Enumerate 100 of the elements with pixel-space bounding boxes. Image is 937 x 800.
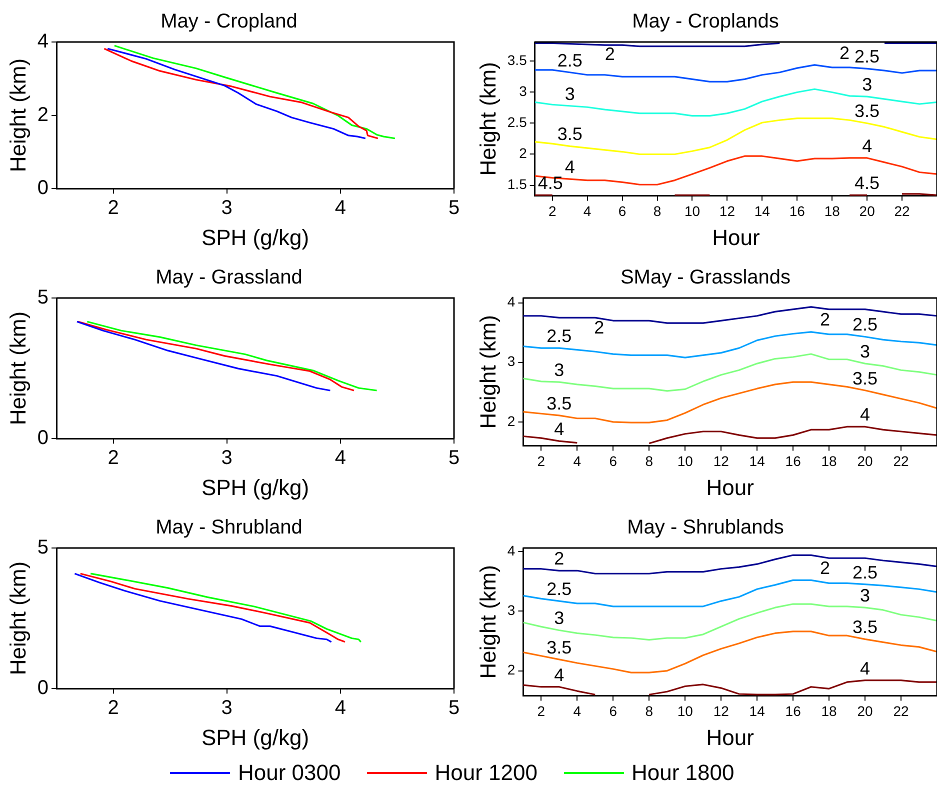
x-axis-title: Hour bbox=[712, 224, 760, 250]
x-tick-label: 10 bbox=[677, 453, 694, 470]
x-tick-label: 2 bbox=[548, 203, 556, 220]
text: 3 bbox=[860, 586, 870, 606]
legend-label: Hour 1800 bbox=[632, 760, 734, 786]
x-tick-label: 14 bbox=[749, 703, 766, 720]
x-tick-label: 10 bbox=[684, 203, 700, 220]
x-tick-label: 2 bbox=[108, 447, 119, 470]
series-label: 2 bbox=[604, 44, 615, 64]
x-tick-label: 6 bbox=[609, 453, 618, 470]
y-axis-title: Height (km) bbox=[475, 315, 500, 429]
text: 3.5 bbox=[546, 637, 572, 658]
text: 4 bbox=[860, 404, 870, 425]
series-label: 4 bbox=[554, 664, 564, 685]
y-axis-title: Height (km) bbox=[5, 58, 30, 172]
series-label: 2.5 bbox=[852, 314, 878, 335]
x-tick-label: 20 bbox=[857, 453, 874, 470]
series-label: 3.5 bbox=[854, 101, 880, 122]
text: 2 bbox=[554, 548, 564, 569]
y-axis-title: Height (km) bbox=[5, 311, 30, 426]
chart-title: May - Croplands bbox=[632, 10, 779, 33]
x-axis-title: SPH (g/kg) bbox=[201, 724, 310, 750]
y-tick-label: 2 bbox=[37, 104, 49, 126]
y-tick-label: 2 bbox=[507, 412, 516, 429]
x-tick-label: 6 bbox=[609, 703, 618, 720]
x-tick-label: 2 bbox=[537, 453, 546, 470]
x-tick-label: 4 bbox=[573, 703, 582, 720]
y-tick-label: 3 bbox=[519, 83, 528, 100]
y-tick-label: 2.5 bbox=[507, 114, 528, 130]
x-tick-label: 12 bbox=[713, 453, 730, 470]
x-tick-label: 8 bbox=[645, 453, 654, 470]
x-tick-label: 8 bbox=[653, 203, 662, 220]
series-label: 3 bbox=[860, 342, 870, 362]
x-tick-label: 3 bbox=[221, 447, 232, 470]
y-tick-label: 4 bbox=[507, 542, 516, 558]
series-label: 4.5 bbox=[538, 173, 563, 194]
x-tick-label: 22 bbox=[893, 453, 910, 470]
x-axis-title: SPH (g/kg) bbox=[201, 474, 310, 500]
text: 4.5 bbox=[854, 173, 880, 194]
x-tick-label: 4 bbox=[334, 447, 346, 470]
y-tick-label: 0 bbox=[37, 677, 49, 700]
y-tick-label: 2 bbox=[519, 145, 528, 162]
x-tick-label: 4 bbox=[334, 197, 346, 220]
x-tick-label: 4 bbox=[583, 203, 592, 220]
chart-title: May - Cropland bbox=[160, 10, 298, 33]
x-tick-label: 2 bbox=[108, 697, 119, 720]
x-tick-label: 20 bbox=[859, 203, 876, 220]
chart-title: May - Grassland bbox=[156, 266, 302, 289]
y-axis-title: Height (km) bbox=[475, 565, 500, 679]
x-tick-label: 8 bbox=[645, 703, 654, 720]
text: 4 bbox=[862, 136, 872, 156]
chart-title: May - Shrubland bbox=[156, 516, 302, 539]
x-tick-label: 3 bbox=[221, 697, 232, 720]
x-tick-label: 5 bbox=[448, 447, 460, 470]
y-tick-label: 3.5 bbox=[507, 52, 528, 68]
series-label: 4 bbox=[554, 419, 564, 439]
x-tick-label: 12 bbox=[713, 703, 730, 720]
text: 4 bbox=[860, 658, 870, 678]
legend-label: Hour 0300 bbox=[238, 760, 341, 786]
x-tick-label: 14 bbox=[754, 203, 770, 220]
text: 2.5 bbox=[852, 562, 878, 582]
x-tick-label: 16 bbox=[785, 703, 802, 720]
series-label: 3 bbox=[564, 84, 575, 104]
y-tick-label: 3 bbox=[507, 353, 516, 370]
x-tick-label: 5 bbox=[448, 697, 460, 720]
text: 3 bbox=[862, 74, 872, 95]
legend-label: Hour 1200 bbox=[434, 760, 538, 786]
series-label: 2.5 bbox=[546, 579, 572, 600]
text: 2.5 bbox=[854, 46, 880, 67]
y-tick-label: 4 bbox=[37, 30, 49, 53]
text: 3.5 bbox=[557, 124, 582, 144]
x-tick-label: 2 bbox=[108, 197, 119, 220]
y-tick-label: 5 bbox=[37, 536, 49, 559]
y-tick-label: 5 bbox=[37, 286, 49, 309]
y-tick-label: 4 bbox=[507, 294, 516, 310]
y-tick-label: 0 bbox=[37, 177, 49, 200]
x-tick-label: 22 bbox=[893, 703, 910, 720]
x-tick-label: 18 bbox=[824, 203, 840, 220]
text: 3 bbox=[554, 360, 564, 380]
x-tick-label: 10 bbox=[677, 703, 694, 720]
text: 2.5 bbox=[546, 326, 572, 346]
x-axis-title: Hour bbox=[706, 474, 754, 500]
y-axis-title: Height (km) bbox=[5, 561, 30, 676]
x-tick-label: 22 bbox=[894, 203, 910, 220]
series-label: 3.5 bbox=[852, 617, 878, 638]
x-tick-label: 16 bbox=[785, 453, 802, 470]
x-tick-label: 16 bbox=[789, 203, 806, 220]
chart-title: SMay - Grasslands bbox=[620, 266, 791, 289]
text: 3.5 bbox=[546, 393, 572, 414]
x-tick-label: 2 bbox=[537, 703, 546, 720]
text: 2 bbox=[820, 309, 830, 330]
y-axis-title: Height (km) bbox=[475, 62, 500, 176]
y-tick-label: 3 bbox=[507, 602, 516, 618]
x-tick-label: 18 bbox=[821, 453, 838, 470]
x-tick-label: 4 bbox=[573, 453, 582, 470]
series-label: 2 bbox=[594, 318, 604, 338]
x-axis-title: SPH (g/kg) bbox=[201, 224, 310, 250]
x-tick-label: 12 bbox=[719, 203, 736, 220]
x-tick-label: 3 bbox=[221, 197, 232, 220]
series-label: 2 bbox=[820, 558, 830, 578]
